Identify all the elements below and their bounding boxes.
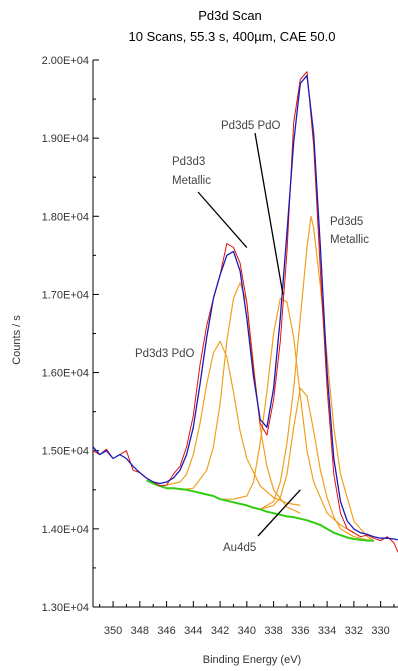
y-tick-label: 2.00E+04 xyxy=(42,55,89,67)
plot-area: 1.30E+04 1.40E+04 1.50E+04 1.60E+04 1.70E+04… xyxy=(42,55,398,637)
y-tick-label: 1.50E+04 xyxy=(42,446,89,458)
y-tick-label: 1.30E+04 xyxy=(42,602,89,614)
x-tick-label: 350 xyxy=(104,625,122,637)
y-tick-label: 1.60E+04 xyxy=(42,368,89,380)
annotations: Pd3d5 PdO Pd3d3 Metallic Pd3d5 Metallic Pd3d3… xyxy=(135,120,369,554)
chart-title: Pd3d Scan xyxy=(198,8,262,23)
annotation-pointer xyxy=(257,489,301,537)
annotation-label: Pd3d5 PdO xyxy=(221,120,281,132)
annotation-label: Metallic xyxy=(330,234,369,246)
x-tick-label: 336 xyxy=(291,625,309,637)
y-tick-label: 1.40E+04 xyxy=(42,524,89,536)
x-axis-label: Binding Energy (eV) xyxy=(203,654,301,666)
x-tick-label: 330 xyxy=(371,625,389,637)
component-peak-pd3d3-metallic xyxy=(179,282,301,514)
annotation-label: Pd3d5 xyxy=(330,216,363,228)
x-tick-label: 342 xyxy=(211,625,229,637)
chart-subtitle: 10 Scans, 55.3 s, 400µm, CAE 50.0 xyxy=(129,29,336,44)
component-peak-au4d5 xyxy=(246,387,374,542)
x-tick-label: 348 xyxy=(131,625,149,637)
component-peak-pd3d5-metallic xyxy=(246,215,375,542)
x-tick-label: 344 xyxy=(184,625,202,637)
component-peak-pd3d3-pdo xyxy=(166,340,301,506)
annotation-pointer xyxy=(197,191,248,248)
y-tick-label: 1.80E+04 xyxy=(42,211,89,223)
y-axis-label: Counts / s xyxy=(11,315,23,365)
annotation-pointer xyxy=(254,132,284,295)
x-tick-label: 340 xyxy=(238,625,256,637)
x-tick-label: 332 xyxy=(345,625,363,637)
y-tick-label: 1.90E+04 xyxy=(42,133,89,145)
x-tick-label: 346 xyxy=(157,625,175,637)
x-tick-label: 338 xyxy=(264,625,282,637)
annotation-label: Metallic xyxy=(172,175,211,187)
annotation-label: Au4d5 xyxy=(223,542,256,554)
background-line xyxy=(146,479,374,542)
y-tick-label: 1.70E+04 xyxy=(42,289,89,301)
x-tick-label: 334 xyxy=(318,625,336,637)
annotation-label: Pd3d3 xyxy=(172,156,205,168)
annotation-label: Pd3d3 PdO xyxy=(135,348,195,360)
component-peak-pd3d5-pdo xyxy=(220,297,355,534)
fit-envelope-line xyxy=(92,74,398,541)
